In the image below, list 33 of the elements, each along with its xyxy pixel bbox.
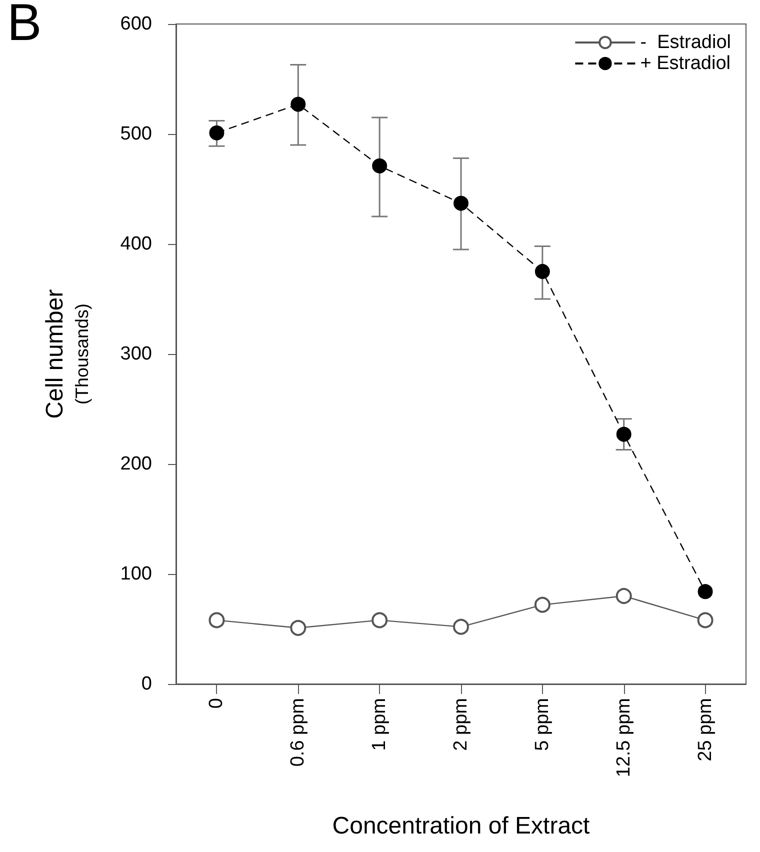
x-tick-label: 25 ppm — [694, 698, 716, 762]
point — [209, 125, 224, 140]
x-axis-title: Concentration of Extract — [332, 812, 590, 840]
point — [616, 426, 632, 442]
point — [453, 618, 469, 635]
point — [372, 612, 388, 628]
x-tick-label: 12.5 ppm — [613, 698, 634, 778]
chart-title: B — [7, 0, 42, 52]
x-tick-label: 5 ppm — [532, 698, 553, 751]
y-tick-label: 500 — [120, 124, 152, 144]
point — [290, 620, 306, 636]
point — [208, 612, 225, 628]
x-tick-label: 0 — [206, 698, 228, 709]
y-tick-label: 200 — [120, 454, 152, 474]
y-tick-label: 100 — [120, 564, 152, 584]
x-tick-label: 0.6 ppm — [288, 698, 309, 767]
point — [697, 612, 714, 628]
y-tick-label: 400 — [120, 234, 152, 254]
y-tick-label: 0 — [141, 674, 152, 694]
legend-label: - Estradiol — [640, 32, 732, 53]
point — [534, 264, 550, 279]
y-axis-title: Cell number (Thousands) — [42, 289, 92, 419]
x-tick-label: 2 ppm — [450, 698, 472, 751]
point — [372, 158, 388, 174]
legend-label: + Estradiol — [640, 53, 730, 74]
point — [698, 584, 713, 600]
y-tick-label: 300 — [120, 344, 152, 364]
point — [290, 96, 306, 112]
point — [454, 196, 468, 211]
x-tick-label: 1 ppm — [369, 698, 390, 751]
point — [616, 588, 632, 604]
y-tick-label: 600 — [120, 14, 152, 34]
point — [534, 596, 550, 613]
